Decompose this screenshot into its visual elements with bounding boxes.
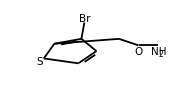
Text: O: O — [134, 47, 143, 57]
Text: NH: NH — [151, 47, 167, 57]
Text: S: S — [37, 57, 43, 67]
Text: Br: Br — [79, 14, 91, 24]
Text: 2: 2 — [159, 50, 164, 59]
